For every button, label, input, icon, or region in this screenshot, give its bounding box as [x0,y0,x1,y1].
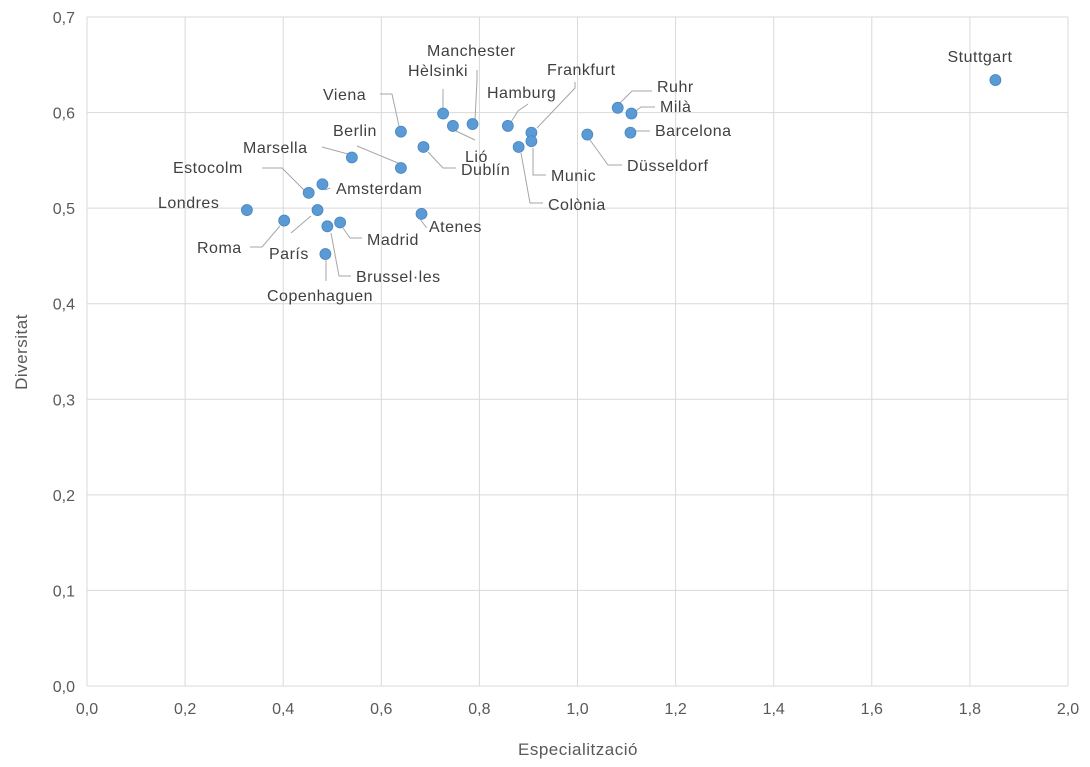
point-label-munic: Munic [551,168,596,185]
point-stuttgart [989,74,1002,86]
point-labels: Stuttgart Ruhr Milà Barcelona Düsseldorf Fran… [158,43,1013,305]
point-roma [278,214,291,227]
point-madrid [334,216,346,229]
point-label-mila: Milà [660,99,691,116]
y-tick-label: 0,0 [53,679,75,696]
y-tick-label: 0,1 [53,583,75,600]
leader-line-lio [455,130,476,141]
point-label-colonia: Colònia [548,197,606,214]
point-label-ruhr: Ruhr [657,79,694,96]
gridlines [86,16,1069,687]
point-label-copenhaguen: Copenhaguen [267,288,373,305]
point-atenes [415,207,428,220]
point-label-manchester: Manchester [427,43,516,60]
leader-lines [250,70,655,281]
y-tick-label: 0,6 [53,106,75,123]
leader-line-amsterdam [324,187,331,191]
point-paris [311,204,324,216]
leader-line-roma [250,225,281,248]
point-colonia [512,141,525,153]
leader-line-brussel-les [330,232,351,277]
leader-line-berlin [356,145,399,164]
point-brussel-les [321,220,334,233]
x-tick-label: 1,4 [763,701,785,718]
point-label-frankfurt: Frankfurt [547,62,616,79]
leader-line-munic [532,148,546,176]
point-label-stuttgart: Stuttgart [948,49,1013,66]
point-ruhr [611,101,624,114]
point-label-berlin: Berlin [333,123,377,140]
point-dublin [417,141,430,153]
point-label-paris: París [269,246,309,263]
point-label-hamburg: Hamburg [487,85,556,102]
point-dusseldorf [581,128,594,141]
point-label-helsinki: Hèlsinki [408,63,468,80]
x-axis-title: Especialització [518,740,638,759]
point-label-estocolm: Estocolm [173,160,243,177]
y-tick-label: 0,3 [53,392,75,409]
point-label-viena: Viena [323,87,366,104]
point-label-marsella: Marsella [243,140,307,157]
x-tick-label: 0,4 [272,701,294,718]
x-tick-label: 0,6 [370,701,392,718]
y-tick-label: 0,7 [53,10,75,27]
point-berlin [395,162,407,174]
x-tick-label: 1,6 [861,701,883,718]
point-munic [525,135,538,148]
leader-line-frankfurt [536,82,576,129]
leader-line-hamburg [510,103,529,123]
x-tick-label: 0,0 [76,701,98,718]
tick-labels: 0,0 0,2 0,4 0,6 0,8 1,0 1,2 1,4 1,6 1,8 2,0 0,0 0,1 0… [53,10,1079,718]
x-tick-label: 0,8 [468,701,490,718]
point-copenhaguen [319,248,332,260]
point-manchester [466,118,479,130]
x-tick-label: 1,2 [664,701,686,718]
point-label-atenes: Atenes [429,219,482,236]
y-axis-title: Diversitat [12,314,31,390]
point-label-madrid: Madrid [367,232,419,249]
leader-line-manchester [474,70,478,121]
leader-line-paris [290,215,312,234]
point-mila [625,107,638,120]
point-lio [447,120,459,132]
leader-line-estocolm [262,167,305,191]
point-viena [395,125,407,138]
point-label-dublin: Dublín [461,162,510,179]
point-label-londres: Londres [158,195,219,212]
x-tick-label: 1,0 [566,701,588,718]
leader-line-atenes [419,218,427,228]
point-label-barcelona: Barcelona [655,123,732,140]
point-amsterdam [316,178,329,191]
leader-line-mila [635,106,655,112]
leader-line-madrid [342,227,362,239]
x-tick-label: 0,2 [174,701,196,718]
point-label-amsterdam: Amsterdam [336,181,422,198]
point-londres [241,204,253,216]
leader-line-dublin [427,151,456,169]
y-tick-label: 0,2 [53,488,75,505]
x-tick-label: 2,0 [1057,701,1079,718]
point-marsella [345,151,358,164]
y-tick-label: 0,5 [53,201,75,218]
data-points [241,74,1002,260]
point-label-brussel-les: Brussel·les [356,269,441,286]
leader-line-viena [380,93,400,127]
leader-line-colonia [520,152,543,204]
y-tick-label: 0,4 [53,297,75,314]
leader-line-dusseldorf [589,139,622,166]
point-estocolm [302,186,315,199]
point-barcelona [624,126,637,139]
point-hamburg [501,120,514,132]
point-label-lio: Lió [465,149,488,166]
leader-line-marsella [321,146,349,155]
point-helsinki [437,107,450,120]
point-label-roma: Roma [197,240,242,257]
leader-line-ruhr [619,90,652,104]
point-label-dusseldorf: Düsseldorf [627,158,709,175]
x-tick-label: 1,8 [959,701,981,718]
